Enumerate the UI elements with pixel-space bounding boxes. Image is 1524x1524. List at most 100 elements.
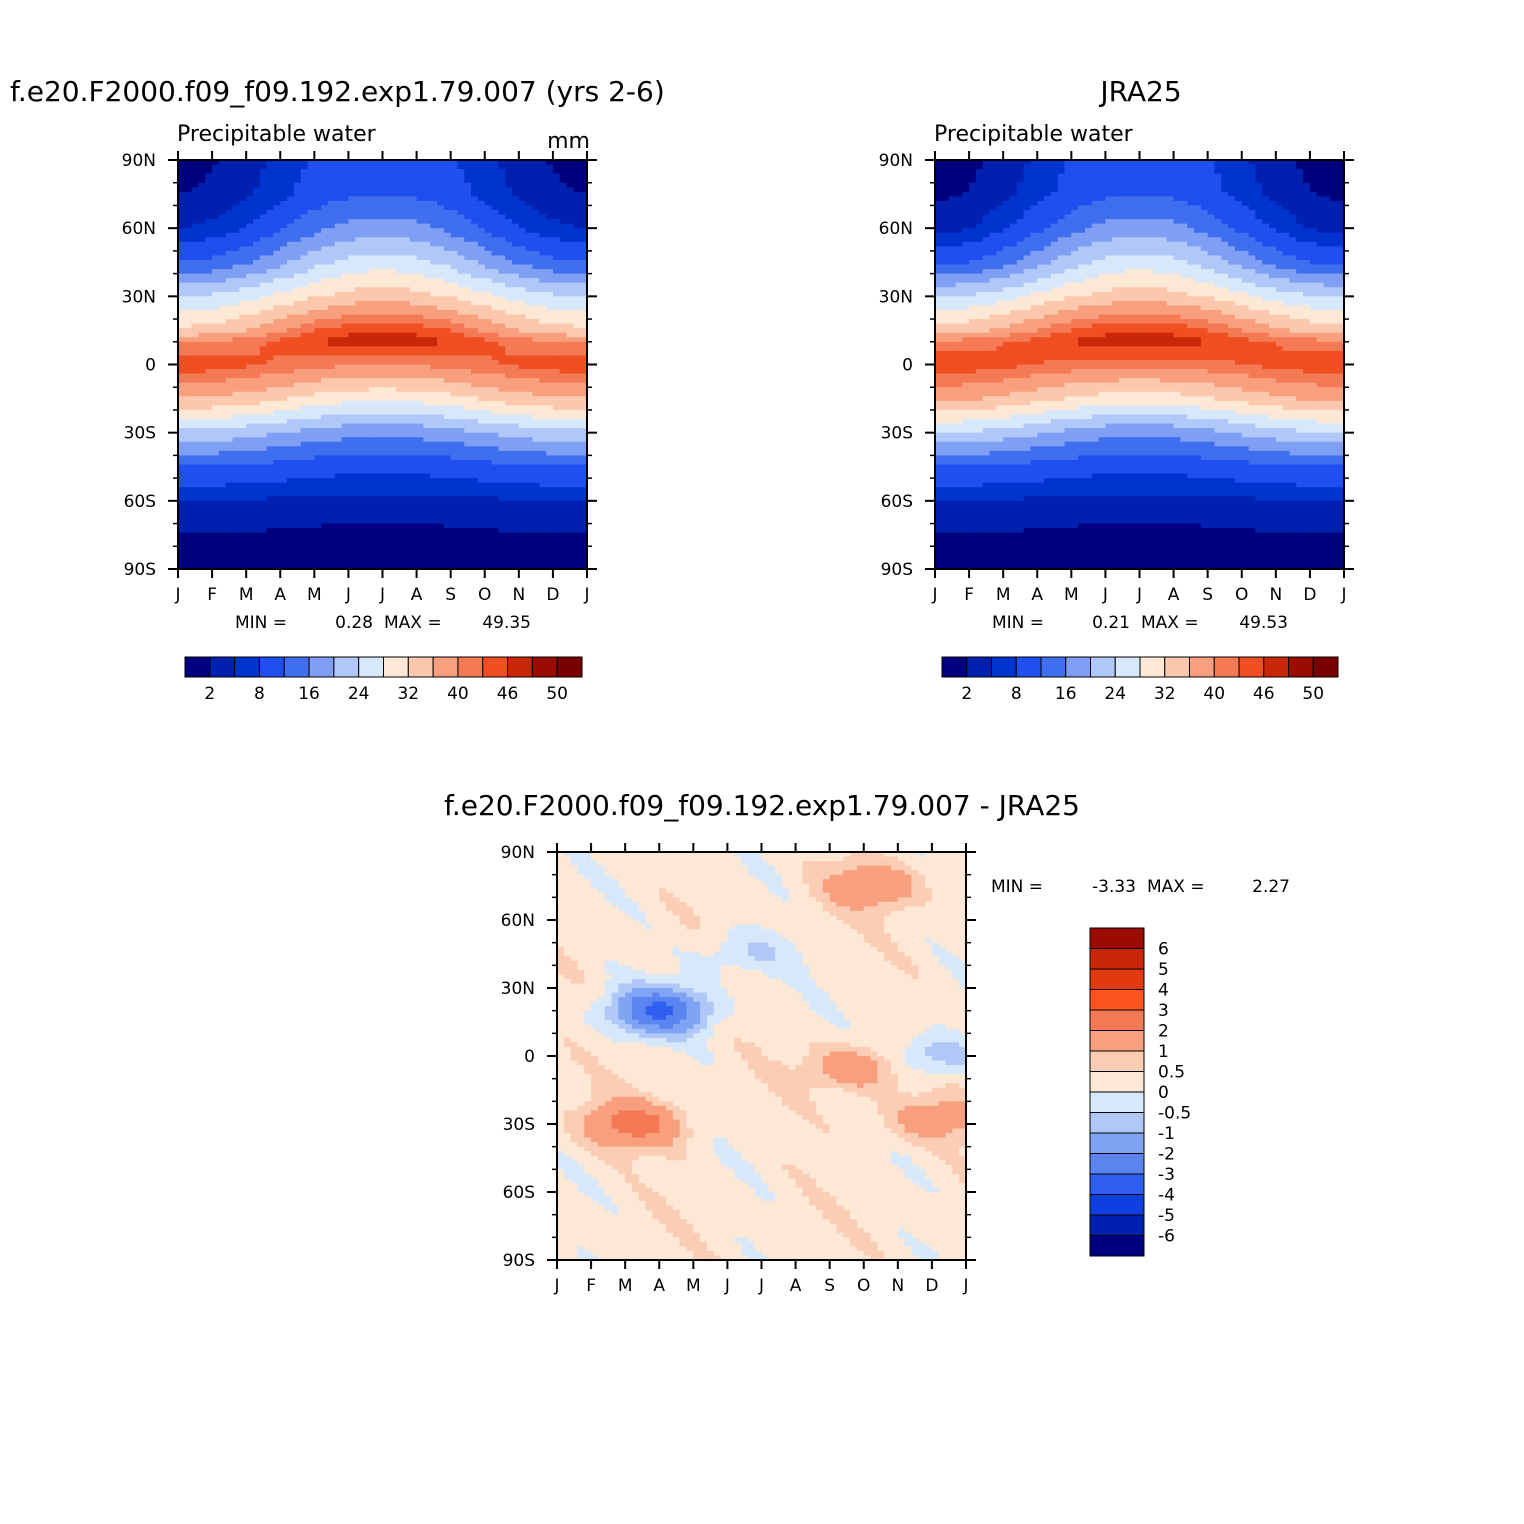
contour-cell [266,232,275,238]
contour-cell [280,178,288,184]
contour-cell [498,341,506,347]
contour-cell [457,209,465,216]
contour-cell [402,264,411,270]
contour-cell [416,555,424,561]
contour-cell [225,555,234,561]
contour-cell [382,437,390,443]
contour-cell [430,196,438,202]
contour-cell [505,173,513,179]
contour-cell [341,369,350,375]
contour-cell [178,364,186,370]
contour-cell [314,200,322,207]
contour-cell [321,478,329,484]
contour-cell [191,519,200,525]
contour-cell [273,287,281,293]
contour-cell [355,541,363,547]
contour-cell [239,309,247,316]
contour-cell [402,359,411,366]
contour-cell [457,187,465,193]
contour-cell [205,200,213,207]
contour-cell [457,437,465,443]
contour-cell [307,546,315,552]
contour-cell [287,182,295,188]
contour-cell [443,532,452,538]
contour-cell [362,309,370,316]
contour-cell [246,441,254,447]
contour-cell [259,555,268,561]
contour-cell [348,264,356,270]
contour-cell [416,455,424,461]
contour-cell [409,432,418,438]
contour-cell [205,391,213,397]
contour-cell [477,487,486,493]
contour-cell [341,419,350,425]
contour-cell [532,559,540,566]
contour-cell [334,423,343,429]
contour-cell [546,282,554,288]
contour-cell [457,337,465,343]
contour-cell [423,391,431,397]
contour-cell [402,491,411,497]
contour-cell [246,496,254,502]
contour-cell [396,314,404,320]
contour-cell [300,496,309,502]
contour-cell [341,228,350,234]
contour-cell [402,528,411,534]
contour-cell [239,264,247,270]
contour-cell [396,528,404,534]
contour-cell [362,246,370,252]
contour-cell [443,455,452,461]
contour-cell [300,355,309,361]
contour-cell [443,519,452,525]
contour-cell [416,205,424,211]
contour-cell [212,491,220,497]
contour-cell [539,555,547,561]
contour-cell [198,473,206,479]
contour-cell [532,450,540,456]
contour-cell [498,505,506,511]
contour-cell [327,400,336,406]
contour-cell [498,450,506,456]
contour-cell [334,160,343,166]
contour-cell [348,332,356,338]
contour-cell [389,209,397,216]
contour-cell [382,232,390,238]
contour-cell [491,482,499,488]
contour-cell [232,305,240,311]
contour-cell [437,564,445,570]
contour-cell [498,232,506,238]
contour-cell [252,246,261,252]
contour-cell [327,559,336,566]
contour-cell [321,291,329,297]
contour-cell [505,514,513,520]
contour-cell [225,428,234,434]
contour-cell [252,241,261,247]
contour-cell [546,332,554,338]
contour-cell [307,214,315,220]
contour-cell [212,178,220,184]
contour-cell [300,209,309,216]
contour-cell [382,300,390,307]
contour-cell [327,209,336,216]
contour-cell [409,391,418,397]
contour-cell [246,400,254,406]
contour-cell [498,523,506,529]
contour-cell [546,391,554,397]
panel-left-subtitle: Precipitable water [177,122,377,147]
contour-cell [341,214,350,220]
contour-cell [273,396,281,402]
contour-cell [184,441,193,447]
contour-cell [539,459,547,466]
contour-cell [409,182,418,188]
contour-cell [539,364,547,370]
contour-cell [218,391,227,397]
contour-cell [198,478,206,484]
contour-cell [402,428,411,434]
contour-cell [198,232,206,238]
contour-cell [252,446,261,452]
contour-cell [218,314,227,320]
contour-cell [327,278,336,284]
contour-cell [423,314,431,320]
contour-cell [443,205,452,211]
contour-cell [368,178,377,184]
